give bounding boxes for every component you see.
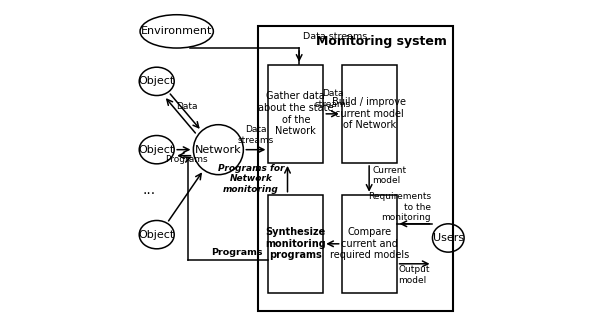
Text: Users: Users bbox=[433, 233, 464, 243]
Text: Output
model: Output model bbox=[398, 265, 430, 285]
Text: Monitoring system: Monitoring system bbox=[316, 35, 446, 48]
Bar bbox=[259, 27, 453, 311]
Text: Programs for
Network
monitoring: Programs for Network monitoring bbox=[218, 164, 284, 194]
Text: Build / improve
current model
of Network: Build / improve current model of Network bbox=[332, 97, 406, 130]
Text: Object: Object bbox=[139, 229, 175, 240]
Text: Data
streams: Data streams bbox=[314, 89, 350, 109]
Text: Network: Network bbox=[195, 145, 242, 155]
Text: Data streams: Data streams bbox=[303, 32, 367, 41]
Bar bbox=[268, 195, 323, 293]
Text: Synthesize
monitoring
programs: Synthesize monitoring programs bbox=[265, 227, 326, 260]
Text: Object: Object bbox=[139, 76, 175, 86]
Text: Compare
current and
required models: Compare current and required models bbox=[329, 227, 409, 260]
Bar bbox=[268, 65, 323, 163]
Text: Programs: Programs bbox=[165, 155, 208, 164]
Text: Data: Data bbox=[176, 102, 198, 111]
Bar bbox=[341, 65, 397, 163]
Text: Environment: Environment bbox=[141, 27, 212, 36]
Text: Data
streams: Data streams bbox=[238, 125, 274, 145]
Text: Object: Object bbox=[139, 145, 175, 155]
Text: ...: ... bbox=[143, 183, 156, 197]
Bar bbox=[341, 195, 397, 293]
Text: Requirements
to the
monitoring: Requirements to the monitoring bbox=[368, 192, 431, 222]
Text: Programs: Programs bbox=[211, 248, 262, 257]
Text: Gather data
about the state
of the
Network: Gather data about the state of the Netwo… bbox=[258, 91, 334, 136]
Text: Current
model: Current model bbox=[373, 166, 407, 185]
